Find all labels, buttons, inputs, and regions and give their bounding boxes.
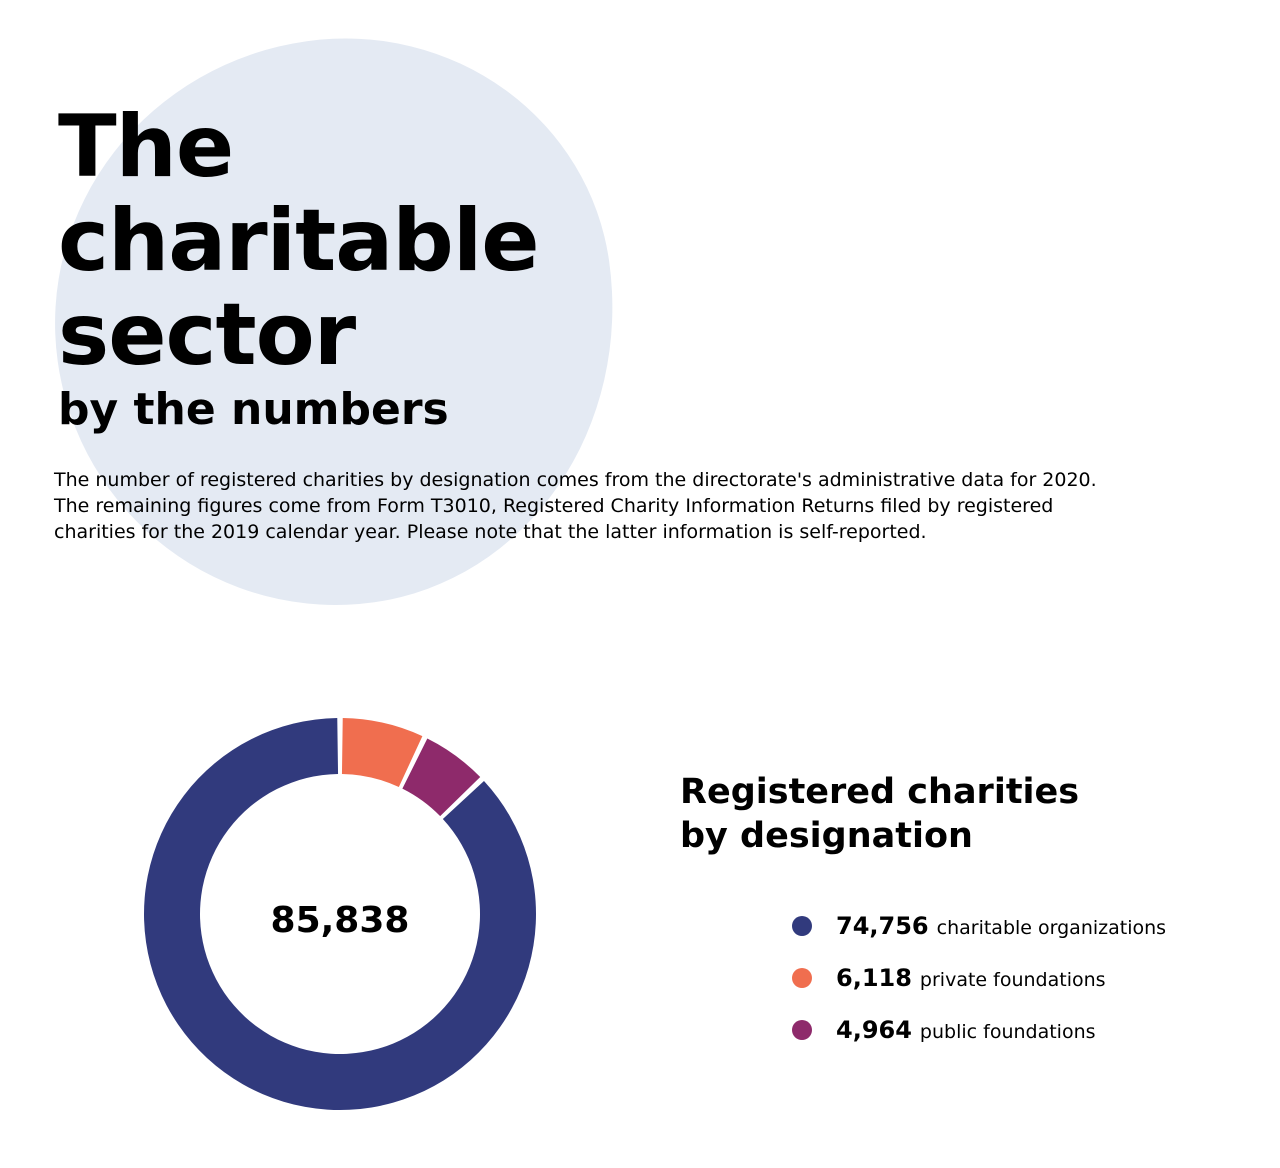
legend-label: public foundations [919, 1021, 1096, 1043]
donut-slice-public-foundations [402, 738, 481, 817]
chart-title-line-2: by designation [680, 816, 973, 856]
intro-line-3: charities for the 2019 calendar year. Pl… [54, 521, 927, 543]
legend-item-public-foundations: 4,964 public foundations [792, 1016, 1166, 1068]
legend-value: 6,118 [836, 964, 912, 992]
intro-line-2: The remaining figures come from Form T30… [54, 495, 1054, 517]
legend-item-private-foundations: 6,118 private foundations [792, 964, 1166, 1016]
donut-center-total: 85,838 [271, 900, 410, 941]
heading-line-1: The [58, 97, 234, 197]
heading-line-3: sector [58, 285, 356, 385]
legend-dot-icon [792, 968, 812, 988]
legend-value: 4,964 [836, 1016, 912, 1044]
legend-dot-icon [792, 916, 812, 936]
intro-paragraph: The number of registered charities by de… [54, 467, 1234, 545]
chart-title-line-1: Registered charities [680, 772, 1080, 812]
legend-item-charitable-organizations: 74,756 charitable organizations [792, 912, 1166, 964]
legend-label: charitable organizations [936, 917, 1167, 939]
legend-label: private foundations [919, 969, 1106, 991]
donut-slices [143, 718, 536, 1110]
intro-line-1: The number of registered charities by de… [54, 469, 1097, 491]
heading-subtitle: by the numbers [58, 384, 449, 435]
legend-value: 74,756 [836, 912, 929, 940]
chart-legend: 74,756 charitable organizations 6,118 pr… [792, 912, 1166, 1068]
heading-line-2: charitable [58, 191, 540, 291]
donut-chart: 85,838 [143, 718, 536, 1110]
donut-slice-private-foundations [341, 718, 423, 787]
page-heading: The charitable sector by the numbers [58, 97, 540, 438]
chart-title: Registered charities by designation [680, 770, 1200, 858]
legend-dot-icon [792, 1020, 812, 1040]
